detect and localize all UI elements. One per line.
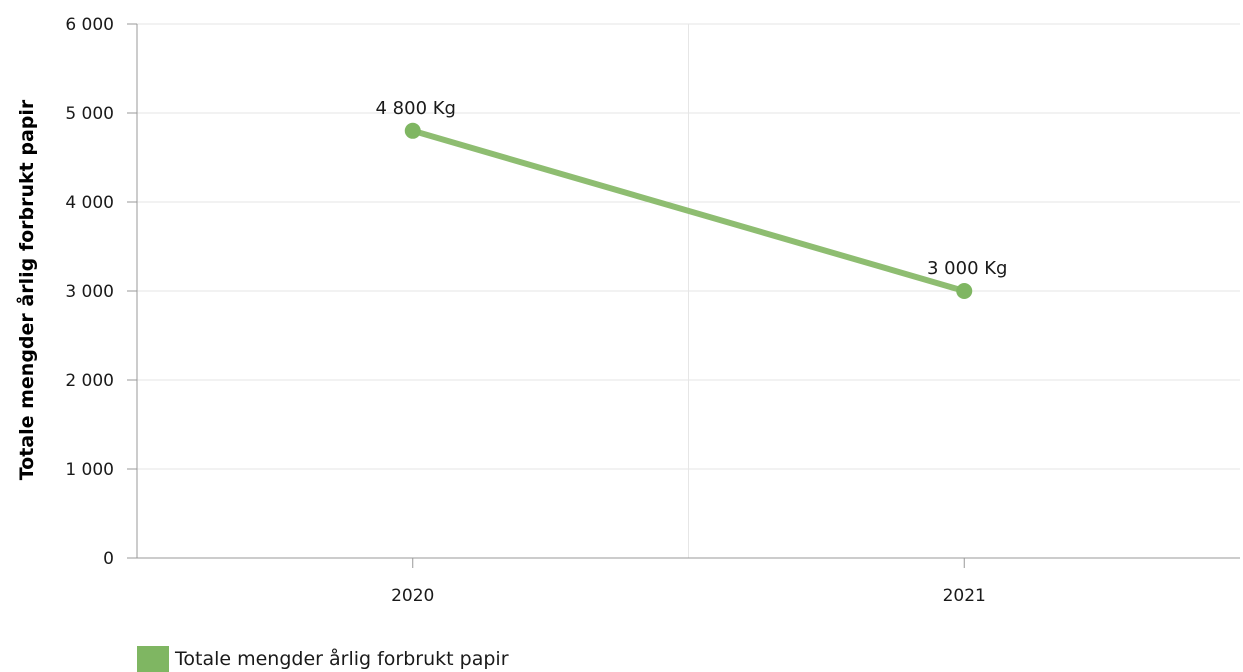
y-tick-label: 2 000 xyxy=(65,371,114,391)
y-tick-label: 0 xyxy=(103,549,114,569)
x-axis-ticks: 2020 2021 xyxy=(391,558,986,606)
x-tick-label: 2020 xyxy=(391,586,434,606)
y-axis-title: Totale mengder årlig forbrukt papir xyxy=(14,99,38,480)
y-tick-label: 3 000 xyxy=(65,282,114,302)
data-point xyxy=(956,283,973,299)
y-tick-label: 5 000 xyxy=(65,104,114,124)
legend-swatch xyxy=(137,646,169,672)
data-labels: 4 800 Kg 3 000 Kg xyxy=(376,98,1008,279)
y-tick-label: 1 000 xyxy=(65,460,114,480)
x-tick-label: 2021 xyxy=(943,586,986,606)
legend-label: Totale mengder årlig forbrukt papir xyxy=(175,648,509,670)
y-tick-label: 4 000 xyxy=(65,193,114,213)
data-label: 3 000 Kg xyxy=(927,258,1007,279)
data-point xyxy=(404,122,421,139)
series-group xyxy=(404,122,973,299)
grid-lines xyxy=(137,23,1240,558)
data-label: 4 800 Kg xyxy=(376,98,456,119)
legend[interactable]: Totale mengder årlig forbrukt papir xyxy=(137,646,509,672)
y-axis-ticks: 0 1 000 2 000 3 000 4 000 5 000 6 000 xyxy=(65,15,137,569)
y-tick-label: 6 000 xyxy=(65,15,114,35)
series-line xyxy=(409,127,968,294)
